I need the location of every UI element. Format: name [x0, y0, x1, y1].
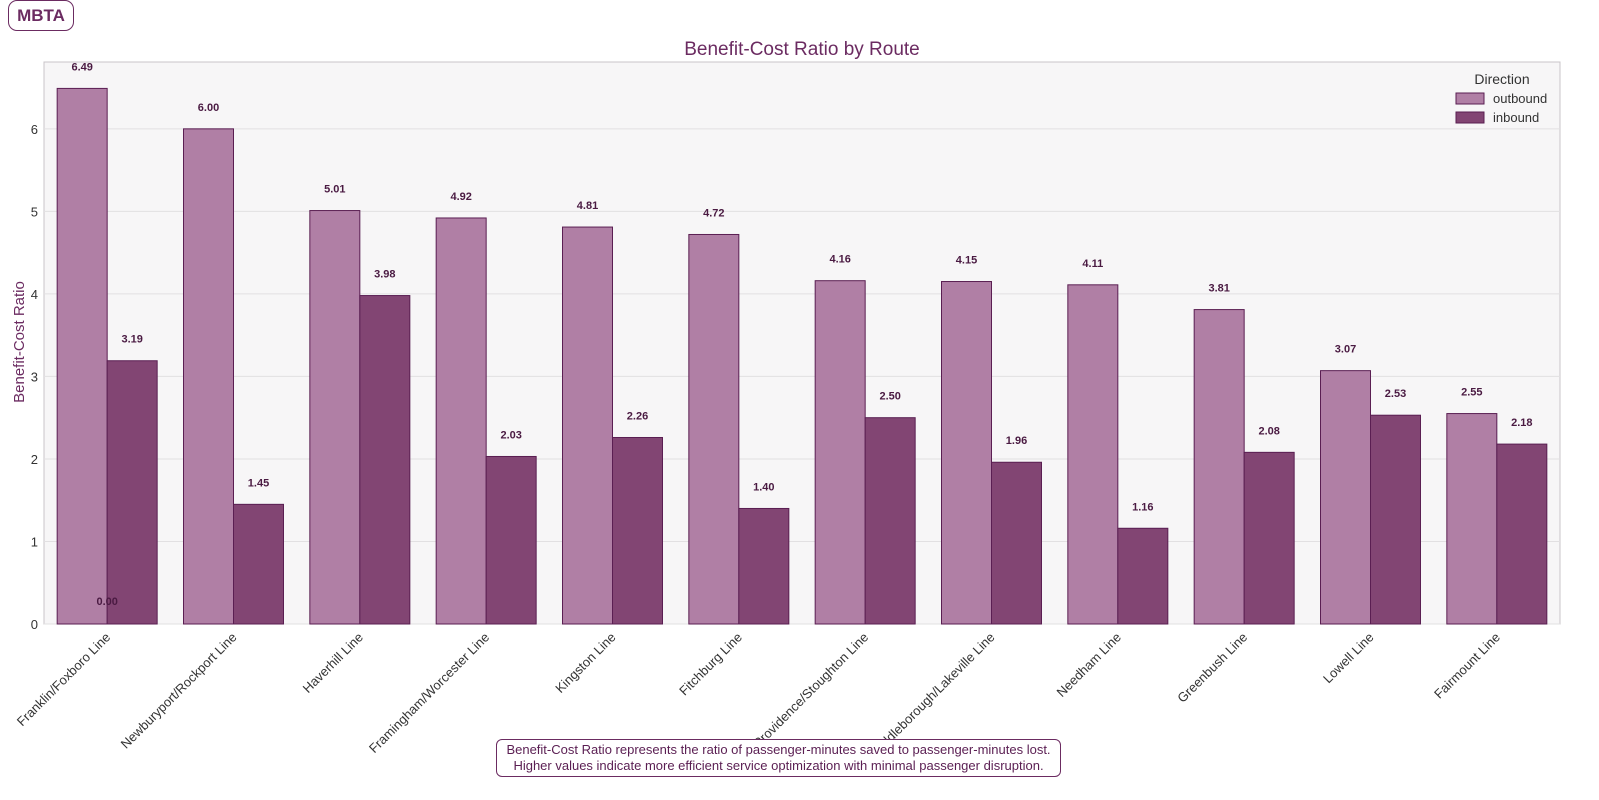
- x-tick-label: Newburyport/Rockport Line: [118, 630, 240, 752]
- x-tick-label: Lowell Line: [1320, 630, 1377, 687]
- bar-outbound: [309, 210, 361, 625]
- bar-outbound: [1067, 284, 1119, 625]
- bar-inbound: [359, 295, 411, 625]
- bar-outbound: [183, 128, 234, 625]
- data-label-inbound: 1.96: [1006, 435, 1027, 447]
- data-label-outbound: 4.15: [956, 255, 977, 267]
- legend: Direction outbound inbound: [1455, 71, 1547, 125]
- y-tick-label: 4: [31, 287, 38, 302]
- bar-outbound: [435, 217, 487, 625]
- bar-inbound: [738, 507, 790, 625]
- y-tick-label: 0: [31, 617, 38, 632]
- bar-inbound: [612, 436, 663, 625]
- chart-title: Benefit-Cost Ratio by Route: [684, 39, 920, 60]
- bar-outbound: [1446, 413, 1498, 625]
- data-label-outbound: 2.55: [1461, 387, 1482, 399]
- bar-outbound: [562, 226, 613, 625]
- bar-inbound: [485, 455, 537, 625]
- bar-outbound: [1193, 309, 1245, 625]
- footnote-line-2: Higher values indicate more efficient se…: [513, 758, 1044, 773]
- bar-inbound: [106, 360, 158, 625]
- legend-swatch-inbound: [1455, 111, 1485, 124]
- x-tick-label: Franklin/Foxboro Line: [14, 630, 114, 730]
- bar-inbound: [233, 503, 284, 625]
- plot-area: [43, 61, 1561, 625]
- bar-inbound: [1496, 443, 1548, 625]
- data-label-outbound: 6.49: [71, 61, 92, 73]
- bar-inbound: [1117, 527, 1169, 625]
- footnote-line-1: Benefit-Cost Ratio represents the ratio …: [506, 742, 1051, 757]
- data-label-inbound: 2.50: [879, 391, 900, 403]
- data-label-outbound: 3.07: [1335, 344, 1356, 356]
- x-tick-label: Needham Line: [1054, 630, 1124, 700]
- x-tick-label: Fairmount Line: [1431, 630, 1503, 702]
- data-label-inbound: 3.98: [374, 269, 395, 281]
- data-label-inbound: 2.53: [1385, 388, 1406, 400]
- mbta-logo: MBTA: [8, 0, 74, 31]
- bar-outbound: [56, 87, 108, 625]
- legend-swatch-outbound: [1455, 92, 1485, 105]
- legend-title: Direction: [1474, 71, 1529, 87]
- legend-label-inbound: inbound: [1493, 110, 1539, 125]
- data-label-outbound: 4.81: [577, 200, 598, 212]
- data-label-inbound: 1.45: [248, 477, 269, 489]
- x-tick-label: Greenbush Line: [1174, 630, 1250, 706]
- data-label-outbound: 4.16: [829, 254, 850, 266]
- data-label-inbound: 1.40: [753, 481, 774, 493]
- bar-outbound: [814, 280, 866, 625]
- y-tick-label: 5: [31, 204, 38, 219]
- data-label-outbound: 4.72: [703, 207, 724, 219]
- y-tick-label: 3: [31, 369, 38, 384]
- data-label-inbound: 2.08: [1258, 425, 1279, 437]
- data-label-outbound: 5.01: [324, 184, 345, 196]
- data-label-inbound: 3.19: [121, 334, 142, 346]
- data-label-inbound: 2.18: [1511, 417, 1532, 429]
- y-tick-label: 1: [31, 534, 38, 549]
- bar-inbound: [864, 417, 916, 625]
- bar-outbound: [941, 281, 992, 625]
- x-tick-label: Providence/Stoughton Line: [750, 630, 871, 751]
- y-tick-label: 6: [31, 122, 38, 137]
- legend-label-outbound: outbound: [1493, 91, 1547, 106]
- bar-inbound: [1370, 414, 1421, 625]
- data-label-inbound: 2.03: [500, 429, 521, 441]
- x-tick-label: Kingston Line: [552, 630, 618, 696]
- data-label-outbound: 3.81: [1208, 283, 1229, 295]
- y-tick-label: 2: [31, 452, 38, 467]
- bar-outbound: [688, 233, 740, 625]
- data-label-inbound: 2.26: [627, 410, 648, 422]
- x-tick-label: Framingham/Worcester Line: [366, 630, 492, 756]
- data-label-outbound: 6.00: [198, 102, 219, 114]
- footnote-box: Benefit-Cost Ratio represents the ratio …: [496, 739, 1061, 777]
- data-label-inbound: 1.16: [1132, 501, 1153, 513]
- x-tick-label: Haverhill Line: [300, 630, 366, 696]
- bar-inbound: [1243, 451, 1295, 625]
- bar-inbound: [991, 461, 1042, 625]
- annotation-label: 0.00: [96, 596, 117, 608]
- data-label-outbound: 4.92: [450, 191, 471, 203]
- y-axis-label: Benefit-Cost Ratio: [11, 281, 28, 403]
- bar-outbound: [1320, 370, 1371, 625]
- x-tick-label: Fitchburg Line: [676, 630, 745, 699]
- data-label-outbound: 4.11: [1082, 258, 1103, 270]
